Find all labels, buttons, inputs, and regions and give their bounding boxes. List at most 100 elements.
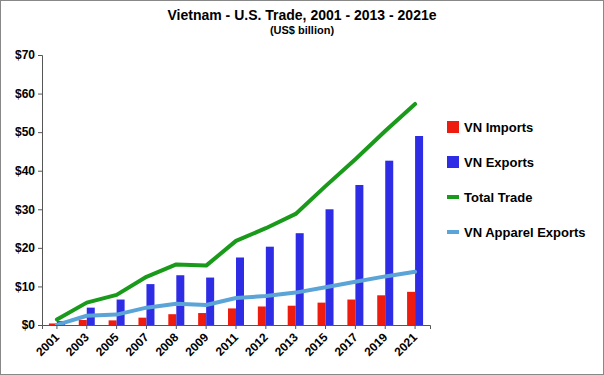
x-tick-label: 2005 bbox=[93, 330, 122, 359]
bar bbox=[296, 233, 304, 325]
legend: VN Imports VN Exports Total Trade VN Appare… bbox=[447, 120, 586, 240]
x-tick-label: 2003 bbox=[63, 330, 92, 359]
legend-label: VN Imports bbox=[464, 120, 533, 135]
x-tick-mark bbox=[176, 325, 177, 329]
legend-label: Total Trade bbox=[464, 190, 532, 205]
x-tick: 2019 bbox=[362, 325, 391, 359]
plot-marks bbox=[49, 104, 423, 325]
chart: Vietnam - U.S. Trade, 2001 - 2013 - 2021… bbox=[0, 0, 604, 375]
y-tick: $70 bbox=[15, 48, 42, 62]
y-tick-label: $10 bbox=[15, 280, 35, 294]
y-tick-label: $20 bbox=[15, 241, 35, 255]
x-tick: 2013 bbox=[272, 325, 301, 359]
bar bbox=[138, 318, 146, 325]
bar bbox=[109, 320, 117, 325]
x-tick-mark bbox=[265, 325, 266, 329]
bar bbox=[266, 247, 274, 325]
line bbox=[57, 104, 415, 320]
bar bbox=[415, 136, 423, 325]
x-tick-mark bbox=[355, 325, 356, 329]
x-tick: 2015 bbox=[302, 325, 331, 359]
y-tick-label: $70 bbox=[15, 48, 35, 62]
bar bbox=[288, 306, 296, 325]
y-tick: $20 bbox=[15, 241, 42, 255]
y-tick-mark bbox=[38, 55, 42, 56]
bar bbox=[347, 300, 355, 325]
x-tick-label: 2012 bbox=[242, 330, 271, 359]
bar bbox=[236, 258, 244, 326]
y-tick-mark bbox=[38, 286, 42, 287]
legend-label: VN Exports bbox=[464, 155, 534, 170]
x-tick-mark bbox=[56, 325, 57, 329]
y-axis-line bbox=[38, 56, 43, 326]
x-tick: 2011 bbox=[213, 325, 242, 359]
x-tick: 2008 bbox=[153, 325, 182, 359]
y-tick-label: $50 bbox=[15, 125, 35, 139]
title: Vietnam - U.S. Trade, 2001 - 2013 - 2021… bbox=[167, 7, 436, 23]
x-tick-mark bbox=[146, 325, 147, 329]
x-tick-label: 2001 bbox=[33, 330, 62, 359]
x-axis-line bbox=[43, 326, 431, 330]
bar bbox=[385, 161, 393, 325]
bar bbox=[318, 303, 326, 325]
bar bbox=[407, 292, 415, 325]
x-axis: 2001200320052007200820092011201220132015… bbox=[33, 325, 430, 359]
x-tick-label: 2008 bbox=[153, 330, 182, 359]
x-tick-mark bbox=[415, 325, 416, 329]
y-tick-mark bbox=[38, 94, 42, 95]
line bbox=[57, 272, 415, 325]
x-tick: 2003 bbox=[63, 325, 92, 359]
x-tick-label: 2021 bbox=[391, 330, 420, 359]
y-tick-mark bbox=[38, 248, 42, 249]
subtitle: (US$ billion) bbox=[270, 24, 335, 36]
x-tick-label: 2017 bbox=[332, 330, 361, 359]
x-tick-label: 2019 bbox=[362, 330, 391, 359]
x-tick-label: 2011 bbox=[213, 330, 242, 359]
bar bbox=[168, 314, 176, 325]
x-tick-mark bbox=[385, 325, 386, 329]
x-tick: 2021 bbox=[391, 325, 420, 359]
bar bbox=[258, 306, 266, 325]
bar bbox=[377, 295, 385, 325]
x-tick: 2005 bbox=[93, 325, 122, 359]
x-tick-mark bbox=[236, 325, 237, 329]
y-tick: $10 bbox=[15, 280, 42, 294]
bar bbox=[355, 185, 363, 325]
legend-swatch bbox=[447, 121, 459, 133]
bar bbox=[146, 284, 154, 325]
y-tick-label: $40 bbox=[15, 164, 35, 178]
bar bbox=[176, 275, 184, 325]
y-tick-mark bbox=[38, 132, 42, 133]
y-axis: $0 $10 $20 $30 $40 $50 $60 $70 bbox=[15, 48, 43, 332]
y-tick-label: $0 bbox=[22, 318, 36, 332]
y-tick: $30 bbox=[15, 203, 42, 217]
bar bbox=[326, 209, 334, 325]
y-tick: $60 bbox=[15, 87, 42, 101]
y-tick-label: $60 bbox=[15, 87, 35, 101]
x-tick: 2007 bbox=[123, 325, 152, 359]
x-tick-mark bbox=[116, 325, 117, 329]
legend-swatch bbox=[447, 156, 459, 168]
x-tick-label: 2015 bbox=[302, 330, 331, 359]
x-tick-mark bbox=[206, 325, 207, 329]
frame bbox=[1, 1, 604, 375]
x-tick-mark bbox=[295, 325, 296, 329]
x-tick: 2017 bbox=[332, 325, 361, 359]
y-tick-mark bbox=[38, 209, 42, 210]
y-tick-label: $30 bbox=[15, 203, 35, 217]
x-tick-label: 2013 bbox=[272, 330, 301, 359]
legend-label: VN Apparel Exports bbox=[464, 225, 586, 240]
bar bbox=[79, 320, 87, 325]
x-tick: 2012 bbox=[242, 325, 271, 359]
bar bbox=[198, 313, 206, 325]
bar bbox=[228, 308, 236, 325]
x-tick-mark bbox=[86, 325, 87, 329]
legend-swatch bbox=[447, 195, 459, 199]
x-tick-label: 2007 bbox=[123, 330, 152, 359]
y-tick-mark bbox=[38, 171, 42, 172]
y-tick-mark bbox=[38, 325, 42, 326]
legend-swatch bbox=[447, 230, 459, 234]
y-tick: $40 bbox=[15, 164, 42, 178]
y-tick: $50 bbox=[15, 125, 42, 139]
x-tick: 2009 bbox=[182, 325, 211, 359]
